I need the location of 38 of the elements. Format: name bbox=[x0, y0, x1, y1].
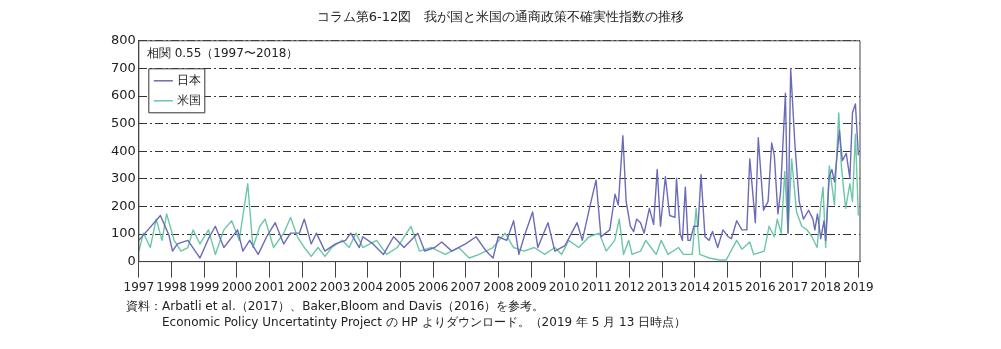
text: Economic Policy Uncertatinty Project の HP よりダウンロード。（2019 年 5 月 13 日時点） bbox=[161, 314, 688, 330]
y-tick-label: 200 bbox=[110, 197, 136, 213]
text: 資料：Arbatli et al.（2017）、Baker,Bloom and Davis（2016）を参考。 bbox=[126, 298, 546, 314]
x-tick-label: 2006 bbox=[417, 279, 449, 294]
x-tick-label: 2019 bbox=[843, 279, 874, 294]
y-tick-label: 500 bbox=[110, 114, 136, 130]
x-tick-label: 2014 bbox=[679, 279, 711, 294]
x-tick-label: 2011 bbox=[581, 279, 612, 294]
x-tick-label: 1998 bbox=[156, 279, 187, 294]
x-tick-label: 2013 bbox=[646, 279, 678, 294]
x-tick-label: 2010 bbox=[548, 279, 580, 294]
y-tick-label: 400 bbox=[110, 142, 136, 158]
x-tick-label: 1999 bbox=[188, 279, 220, 294]
x-tick-label: 2002 bbox=[287, 279, 318, 294]
x-tick-label: 2016 bbox=[744, 279, 776, 294]
annotation: 相関 0.55（1997〜2018） bbox=[146, 45, 299, 60]
legend-label: 日本 bbox=[176, 72, 201, 87]
y-tick-label: 300 bbox=[110, 170, 136, 186]
x-tick-label: 2015 bbox=[712, 279, 743, 294]
x-tick-label: 2001 bbox=[254, 279, 285, 294]
x-tick-label: 2017 bbox=[777, 279, 809, 294]
y-tick-label: 800 bbox=[110, 32, 136, 48]
y-tick-label: 0 bbox=[127, 252, 136, 268]
x-tick-label: 2012 bbox=[614, 279, 645, 294]
chart-title: コラム第6-12図 我が国と米国の通商政策不確実性指数の推移 bbox=[315, 8, 686, 26]
x-tick-label: 2018 bbox=[810, 279, 841, 294]
x-tick-label: 2008 bbox=[483, 279, 514, 294]
x-tick-label: 2009 bbox=[516, 279, 547, 294]
x-tick-label: 2003 bbox=[319, 279, 351, 294]
y-tick-label: 600 bbox=[110, 87, 136, 103]
y-tick-label: 700 bbox=[110, 59, 136, 75]
x-tick-label: 2004 bbox=[352, 279, 384, 294]
legend-label: 米国 bbox=[176, 92, 201, 107]
x-tick-label: 2007 bbox=[450, 279, 482, 294]
x-tick-label: 1997 bbox=[123, 279, 155, 294]
x-tick-label: 2005 bbox=[385, 279, 416, 294]
x-tick-label: 2000 bbox=[221, 279, 253, 294]
y-tick-label: 100 bbox=[110, 225, 136, 241]
